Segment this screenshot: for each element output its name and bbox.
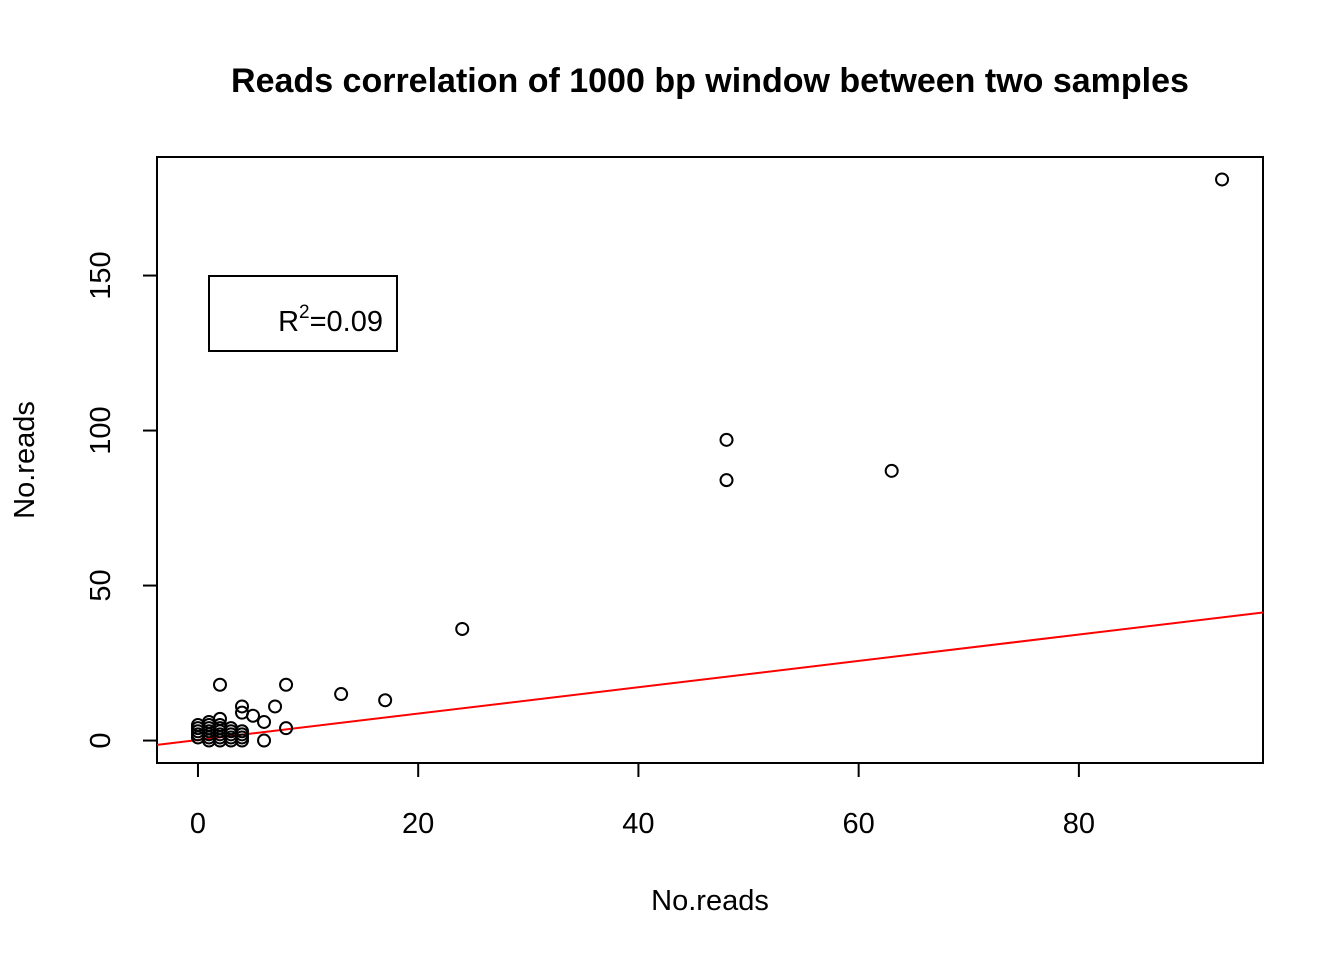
data-point (246, 708, 261, 723)
x-tick-label: 20 (402, 808, 434, 840)
data-point (212, 677, 227, 692)
data-point (1215, 172, 1230, 187)
legend-label-base: R (278, 306, 299, 338)
y-tick-label: 150 (85, 251, 117, 299)
data-point (884, 463, 899, 478)
y-tick-label: 50 (85, 569, 117, 601)
y-axis-label: No.reads (9, 401, 41, 519)
legend-label-value: =0.09 (310, 306, 383, 338)
data-points (190, 172, 1230, 748)
legend-label-superscript: 2 (299, 302, 310, 323)
data-point (719, 432, 734, 447)
data-point (268, 699, 283, 714)
x-tick-label: 80 (1063, 808, 1095, 840)
y-tick-label: 0 (85, 732, 117, 748)
y-axis: 0 50 100 150 (85, 251, 158, 749)
x-tick-label: 40 (622, 808, 654, 840)
x-axis: 0 20 40 60 80 (190, 762, 1095, 840)
data-point (257, 733, 272, 748)
x-tick-label: 60 (843, 808, 875, 840)
plot-frame (156, 156, 1264, 764)
x-tick-label: 0 (190, 808, 206, 840)
data-point (334, 687, 349, 702)
data-point (279, 721, 294, 736)
legend: R2=0.09 (208, 275, 398, 352)
data-point (212, 711, 227, 726)
data-point (455, 621, 470, 636)
data-point (235, 724, 250, 739)
data-point (378, 693, 393, 708)
data-point (235, 699, 250, 714)
regression-line (157, 611, 1263, 746)
chart-title: Reads correlation of 1000 bp window betw… (231, 62, 1189, 100)
data-point (719, 473, 734, 488)
y-tick-label: 100 (85, 406, 117, 454)
x-axis-label: No.reads (651, 885, 769, 917)
data-point (257, 714, 272, 729)
data-point (279, 677, 294, 692)
legend-box (208, 275, 398, 352)
legend-label: R2=0.09 (278, 302, 383, 338)
